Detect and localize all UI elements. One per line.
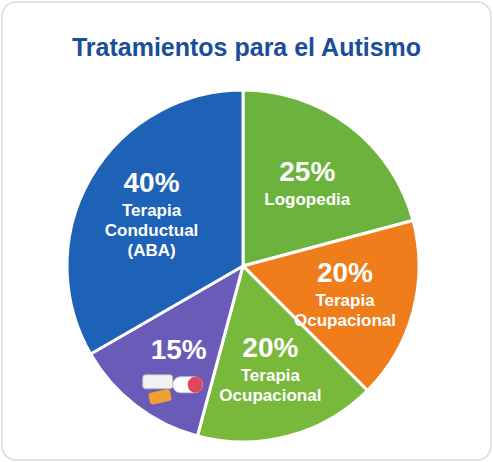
chart-canvas: Tratamientos para el Autismo 25% Logopedia…	[0, 0, 493, 462]
category-label: TerapiaOcupacional	[294, 291, 396, 330]
pie-slice	[67, 90, 243, 354]
category-label: TerapiaConductual(ABA)	[105, 201, 199, 260]
labels-group: 25%Logopedia20%TerapiaOcupacional20%Tera…	[105, 156, 396, 405]
data-label: 15%	[151, 334, 207, 365]
card-background	[2, 2, 491, 460]
data-label: 25%	[279, 156, 335, 187]
data-label: 40%	[124, 167, 180, 198]
category-label: Logopedia	[264, 190, 350, 209]
pie-group	[67, 90, 419, 442]
pill-shape	[143, 375, 173, 389]
chart-title: Tratamientos para el Autismo	[72, 33, 421, 61]
pill-icon	[143, 375, 203, 405]
data-label: 20%	[317, 257, 373, 288]
data-label: 20%	[242, 332, 298, 363]
category-label: TerapiaOcupacional	[219, 366, 321, 405]
pill-shape	[173, 377, 203, 393]
pill-shape	[148, 389, 172, 405]
pill-shape	[188, 377, 203, 393]
